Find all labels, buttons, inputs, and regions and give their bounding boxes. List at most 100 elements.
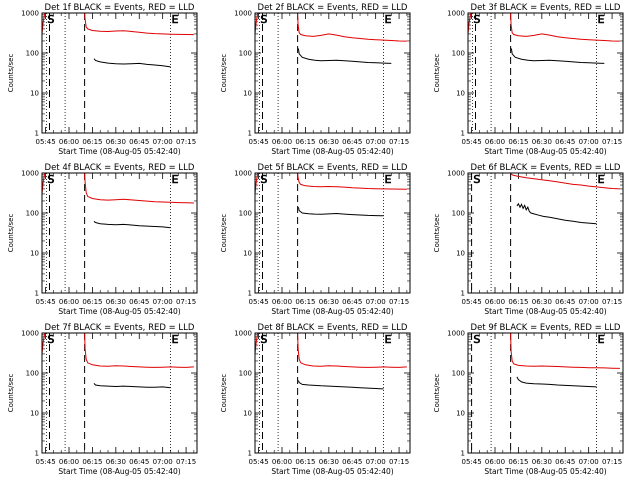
marker-label-e: E — [171, 333, 178, 346]
x-tick-label: 07:15 — [176, 458, 196, 466]
panel: Det 8f BLACK = Events, RED = LLD Counts/s… — [220, 323, 411, 476]
y-axis-label: Counts/sec — [433, 54, 441, 93]
x-tick-label: 06:15 — [508, 298, 528, 306]
marker-label-e: E — [597, 333, 604, 346]
y-tick-label: 100 — [26, 210, 39, 218]
y-tick-label: 1000 — [234, 330, 252, 338]
y-axis-label: Counts/sec — [220, 214, 228, 253]
y-tick-label: 100 — [452, 370, 465, 378]
x-tick-label: 07:15 — [602, 458, 622, 466]
events-series-line — [93, 383, 171, 389]
x-tick-label: 06:30 — [319, 458, 339, 466]
y-tick-label: 10 — [30, 250, 39, 258]
y-tick-label: 100 — [452, 210, 465, 218]
y-tick-label: 10 — [456, 250, 465, 258]
x-tick-label: 07:15 — [602, 138, 622, 146]
x-tick-label: 06:15 — [508, 138, 528, 146]
lld-series-line — [255, 13, 260, 34]
y-axis-label: Counts/sec — [7, 54, 15, 93]
x-tick-label: 07:00 — [153, 298, 173, 306]
x-tick-label: 06:30 — [106, 458, 126, 466]
y-tick-label: 100 — [239, 210, 252, 218]
y-tick-label: 1000 — [447, 330, 465, 338]
y-tick-label: 100 — [26, 370, 39, 378]
x-tick-label: 06:30 — [319, 138, 339, 146]
x-axis-label: Start Time (08-Aug-05 05:42:40) — [271, 467, 393, 476]
y-axis-label: Counts/sec — [433, 214, 441, 253]
panel: Det 6f BLACK = Events, RED = LLD Counts/s… — [433, 163, 624, 316]
x-tick-label: 06:30 — [106, 138, 126, 146]
marker-label-e: E — [597, 173, 604, 186]
lld-series-line — [255, 173, 260, 194]
y-tick-label: 100 — [239, 370, 252, 378]
y-tick-label: 1 — [248, 450, 252, 458]
x-axis-label: Start Time (08-Aug-05 05:42:40) — [58, 307, 180, 316]
plot-frame — [467, 172, 624, 294]
panel-title: Det 2f BLACK = Events, RED = LLD — [258, 3, 408, 13]
lld-series-line — [255, 333, 260, 354]
x-tick-label: 06:15 — [82, 458, 102, 466]
x-tick-label: 07:00 — [579, 298, 599, 306]
x-tick-label: 06:45 — [342, 298, 362, 306]
x-tick-label: 07:00 — [153, 138, 173, 146]
lld-series-line — [42, 173, 47, 194]
y-tick-label: 10 — [456, 90, 465, 98]
plot-frame — [467, 12, 624, 134]
x-axis-label: Start Time (08-Aug-05 05:42:40) — [484, 307, 606, 316]
x-tick-label: 06:00 — [59, 458, 79, 466]
x-axis-label: Start Time (08-Aug-05 05:42:40) — [484, 467, 606, 476]
panel-title: Det 1f BLACK = Events, RED = LLD — [45, 3, 195, 13]
x-tick-label: 06:45 — [555, 298, 575, 306]
x-tick-label: 06:30 — [532, 298, 552, 306]
y-tick-label: 1000 — [234, 10, 252, 18]
y-tick-label: 100 — [239, 50, 252, 58]
panel-title: Det 5f BLACK = Events, RED = LLD — [258, 163, 408, 173]
panel-title: Det 8f BLACK = Events, RED = LLD — [258, 323, 408, 333]
lld-series-line — [84, 13, 194, 36]
x-tick-label: 05:45 — [35, 298, 55, 306]
x-tick-label: 07:15 — [389, 298, 409, 306]
y-axis-label: Counts/sec — [7, 374, 15, 413]
y-tick-label: 100 — [26, 50, 39, 58]
marker-label-s: S — [260, 333, 267, 346]
lld-series-line — [297, 13, 407, 42]
marker-label-s: S — [47, 333, 54, 346]
y-axis-label: Counts/sec — [220, 374, 228, 413]
panel-title: Det 6f BLACK = Events, RED = LLD — [471, 163, 621, 173]
x-tick-label: 07:15 — [176, 138, 196, 146]
y-tick-label: 1000 — [447, 170, 465, 178]
marker-label-e: E — [171, 173, 178, 186]
events-series-line — [297, 380, 384, 390]
panel-title: Det 3f BLACK = Events, RED = LLD — [471, 3, 621, 13]
x-tick-label: 06:00 — [272, 298, 292, 306]
y-tick-label: 1000 — [21, 170, 39, 178]
x-tick-label: 06:00 — [272, 458, 292, 466]
x-tick-label: 05:45 — [35, 458, 55, 466]
x-tick-label: 06:00 — [485, 298, 505, 306]
plot-frame — [41, 12, 198, 134]
events-series-line — [93, 58, 171, 68]
marker-label-e: E — [597, 13, 604, 26]
marker-label-s: S — [47, 173, 54, 186]
marker-label-e: E — [384, 333, 391, 346]
plot-frame — [41, 332, 198, 454]
x-tick-label: 05:45 — [461, 298, 481, 306]
x-tick-label: 05:45 — [248, 298, 268, 306]
x-tick-label: 06:00 — [59, 138, 79, 146]
x-tick-label: 06:45 — [129, 458, 149, 466]
panel-title: Det 4f BLACK = Events, RED = LLD — [45, 163, 195, 173]
events-series-line — [297, 48, 392, 64]
plot-frame — [254, 332, 411, 454]
marker-label-s: S — [473, 333, 480, 346]
marker-label-e: E — [384, 173, 391, 186]
lld-series-line — [510, 13, 620, 42]
marker-label-e: E — [171, 13, 178, 26]
y-tick-label: 10 — [30, 410, 39, 418]
y-tick-label: 1 — [461, 290, 465, 298]
lld-series-line — [297, 333, 407, 368]
x-tick-label: 05:45 — [248, 138, 268, 146]
x-tick-label: 06:00 — [59, 298, 79, 306]
lld-series-line — [42, 13, 47, 34]
x-axis-label: Start Time (08-Aug-05 05:42:40) — [58, 467, 180, 476]
